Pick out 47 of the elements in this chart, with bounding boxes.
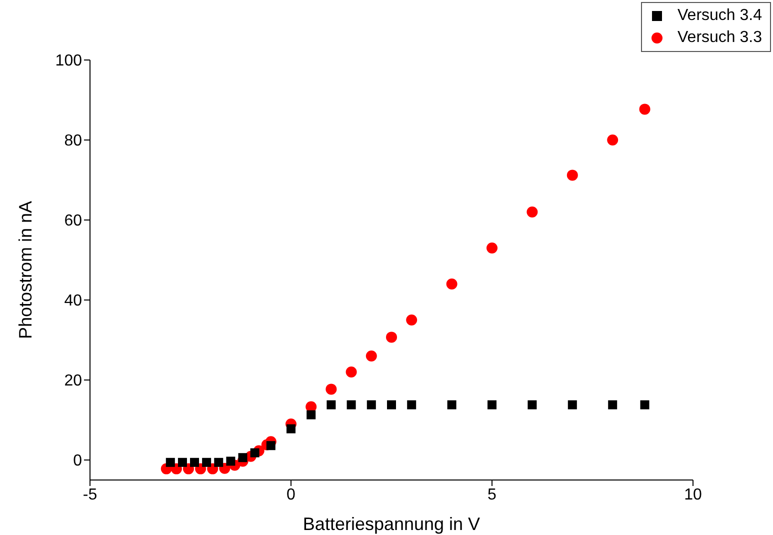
- point: [238, 453, 248, 462]
- y-tick-label: 100: [55, 52, 82, 70]
- x-axis-title: Batteriespannung in V: [302, 514, 480, 534]
- x-tick-label: -5: [82, 486, 98, 504]
- point: [486, 242, 498, 254]
- point: [202, 458, 212, 467]
- point: [306, 410, 316, 420]
- point: [226, 456, 236, 466]
- point: [214, 458, 224, 467]
- point: [286, 424, 296, 434]
- point: [387, 400, 396, 410]
- point: [166, 458, 175, 467]
- y-tick-label: 40: [64, 292, 82, 310]
- y-tick-label: 0: [73, 452, 82, 470]
- point: [386, 332, 397, 343]
- point: [266, 441, 276, 450]
- y-axis-title: Photostrom in nA: [15, 200, 36, 340]
- x-tick-label: 5: [488, 486, 497, 504]
- point: [326, 384, 337, 395]
- x-tick-label: 10: [684, 486, 702, 504]
- point: [366, 400, 376, 410]
- point: [568, 400, 577, 410]
- y-tick-label: 80: [64, 132, 82, 150]
- legend-label: Versuch 3.3: [678, 28, 762, 48]
- point: [488, 400, 496, 410]
- point: [640, 400, 650, 410]
- legend-label: Versuch 3.4: [678, 6, 762, 26]
- point: [528, 400, 537, 410]
- point: [346, 400, 356, 410]
- y-tick-label: 60: [64, 212, 82, 230]
- point: [566, 170, 578, 181]
- y-tick-label: 20: [64, 372, 82, 390]
- point: [639, 104, 650, 115]
- point: [250, 448, 260, 458]
- x-tick-label: 0: [286, 486, 296, 504]
- point: [526, 206, 538, 218]
- point: [607, 134, 618, 146]
- point: [608, 400, 618, 410]
- point: [346, 366, 357, 378]
- point: [326, 400, 336, 410]
- point: [407, 400, 416, 410]
- point: [366, 350, 377, 362]
- point: [178, 458, 187, 467]
- point: [406, 314, 418, 326]
- point: [447, 400, 456, 410]
- point: [190, 458, 200, 467]
- point: [446, 278, 458, 290]
